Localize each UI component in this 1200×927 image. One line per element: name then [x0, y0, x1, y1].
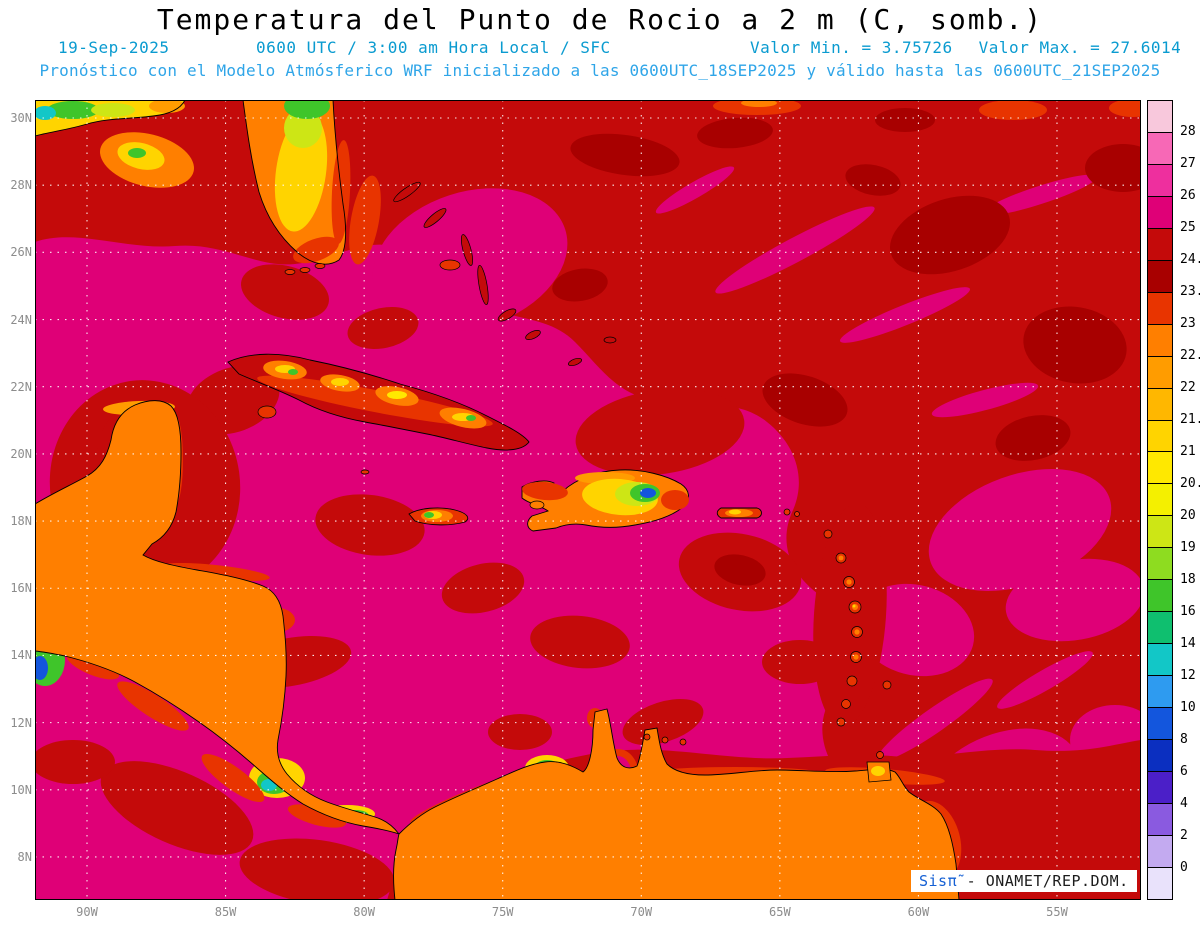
colorbar-cell: [1148, 867, 1172, 899]
watermark-brand: Sisπ̃: [919, 872, 958, 890]
colorbar-cell: [1148, 420, 1172, 453]
watermark-text: - ONAMET/REP.DOM.: [966, 872, 1129, 890]
colorbar-cell: [1148, 644, 1172, 677]
lat-tick-label: 14N: [10, 648, 32, 663]
lon-tick-label: 75W: [491, 905, 514, 919]
lat-tick-label: 8N: [17, 849, 32, 864]
header-info-line: 19-Sep-2025 0600 UTC / 3:00 am Hora Loca…: [0, 38, 1200, 58]
colorbar-tick-label: 25: [1180, 220, 1196, 235]
colorbar-tick-label: 22: [1180, 380, 1196, 395]
colorbar-tick-label: 20: [1180, 508, 1196, 523]
lat-tick-label: 10N: [10, 782, 32, 797]
lat-tick-label: 16N: [10, 581, 32, 596]
colorbar-tick-label: 2: [1180, 828, 1188, 843]
colorbar-tick-label: 22.5: [1180, 348, 1200, 363]
lon-tick-label: 70W: [630, 905, 653, 919]
colorbar-cell: [1148, 740, 1172, 773]
colorbar-tick-label: 20.5: [1180, 476, 1200, 491]
lat-tick-label: 18N: [10, 514, 32, 529]
colorbar-tick-label: 23.5: [1180, 284, 1200, 299]
colorbar-tick-label: 26: [1180, 188, 1196, 203]
colorbar-cell: [1148, 356, 1172, 389]
colorbar-cell: [1148, 324, 1172, 357]
colorbar-tick-label: 14: [1180, 636, 1196, 651]
land-central-south-america: [35, 400, 962, 900]
colorbar-tick-label: 27: [1180, 156, 1196, 171]
colorbar-cell: [1148, 676, 1172, 709]
lon-tick-label: 55W: [1046, 905, 1068, 919]
map-canvas: [35, 100, 1141, 900]
colorbar-cell: [1148, 292, 1172, 325]
colorbar-cell: [1148, 388, 1172, 421]
colorbar-tick-label: 21.5: [1180, 412, 1200, 427]
lat-tick-label: 22N: [10, 379, 32, 394]
time-info: 0600 UTC / 3:00 am Hora Local / SFC: [256, 38, 611, 57]
watermark: Sisπ̃ - ONAMET/REP.DOM.: [911, 870, 1137, 892]
max-value: Valor Max. = 27.6014: [978, 38, 1182, 57]
lon-tick-label: 80W: [353, 905, 375, 919]
colorbar-cell: [1148, 708, 1172, 741]
minmax-values: Valor Min. = 3.75726 Valor Max. = 27.601…: [750, 38, 1181, 57]
lat-tick-label: 24N: [10, 312, 32, 327]
page-title: Temperatura del Punto de Rocio a 2 m (C,…: [156, 3, 1044, 36]
colorbar-tick-label: 4: [1180, 796, 1188, 811]
lat-tick-label: 28N: [10, 178, 32, 193]
colorbar-cell: [1148, 132, 1172, 165]
colorbar-cell: [1148, 196, 1172, 229]
colorbar-tick-label: 21: [1180, 444, 1196, 459]
lon-tick-label: 65W: [769, 905, 791, 919]
colorbar-tick-label: 23: [1180, 316, 1196, 331]
colorbar-cell: [1148, 164, 1172, 197]
colorbar-tick-label: 19: [1180, 540, 1196, 555]
map-area: 30N 28N 26N 24N 22N 20N 18N 16N 14N 12N 10N 8N 90W 8…: [10, 100, 1141, 919]
colorbar-tick-label: 12: [1180, 668, 1196, 683]
colorbar-cell: [1148, 612, 1172, 645]
forecast-description: Pronóstico con el Modelo Atmósferico WRF…: [39, 61, 1161, 80]
lon-tick-label: 85W: [214, 905, 237, 919]
colorbar-legend: 2827262524.523.52322.52221.52120.5201918…: [1147, 100, 1200, 902]
colorbar-tick-label: 16: [1180, 604, 1196, 619]
colorbar-tick-label: 18: [1180, 572, 1196, 587]
colorbar-cell: [1148, 803, 1172, 836]
lat-tick-label: 26N: [10, 245, 32, 260]
colorbar-cell: [1148, 548, 1172, 581]
colorbar-cell: [1148, 101, 1172, 133]
colorbar-tick-label: 24.5: [1180, 252, 1200, 267]
colorbar-cell: [1148, 835, 1172, 868]
min-value: Valor Min. = 3.75726: [750, 38, 953, 57]
colorbar-tick-label: 0: [1180, 860, 1188, 875]
colorbar-tick-label: 28: [1180, 124, 1196, 139]
forecast-date: 19-Sep-2025: [58, 38, 170, 57]
colorbar-tick-label: 10: [1180, 700, 1196, 715]
colorbar-tick-label: 8: [1180, 732, 1188, 747]
lat-tick-label: 20N: [10, 446, 32, 461]
colorbar-cell: [1148, 580, 1172, 613]
islands: [227, 181, 892, 783]
lat-tick-label: 30N: [10, 111, 32, 125]
colorbar-cell: [1148, 260, 1172, 293]
colorbar-cell: [1148, 516, 1172, 549]
lon-tick-label: 90W: [76, 905, 98, 919]
lat-tick-label: 12N: [10, 715, 32, 730]
colorbar-cell: [1148, 228, 1172, 261]
map-frame: [35, 100, 1141, 900]
lon-tick-label: 60W: [907, 905, 930, 919]
colorbar-cells: [1147, 100, 1173, 900]
colorbar-tick-label: 6: [1180, 764, 1188, 779]
colorbar-cell: [1148, 772, 1172, 804]
colorbar-cell: [1148, 452, 1172, 485]
colorbar-cell: [1148, 484, 1172, 517]
